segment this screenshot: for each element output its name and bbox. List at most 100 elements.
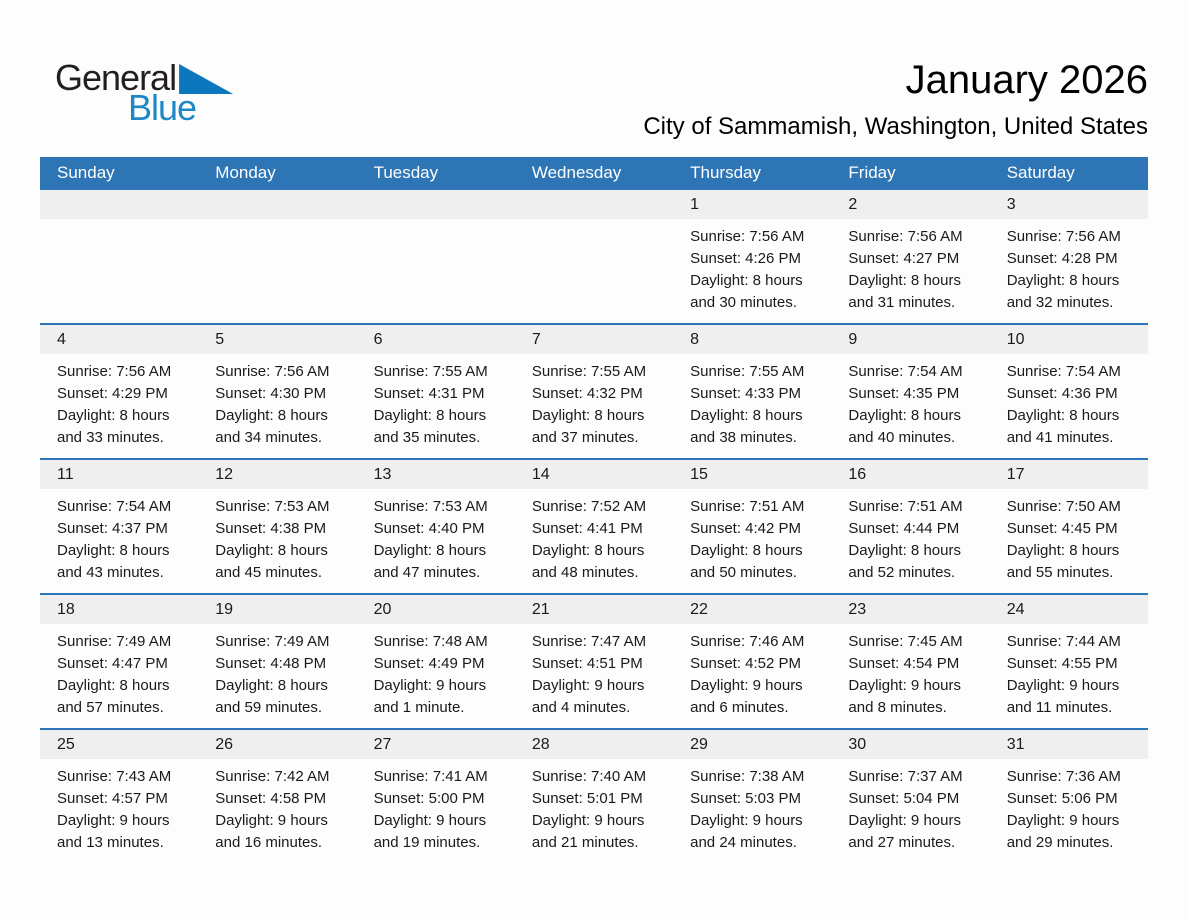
daylight-text-line2: and 1 minute. — [373, 699, 465, 716]
daylight-text-line2: and 37 minutes. — [531, 429, 639, 446]
day-info: Sunrise: 7:53 AM Sunset: 4:38 PM Dayligh… — [198, 489, 356, 584]
day-cell-30: 30 Sunrise: 7:37 AM Sunset: 5:04 PM Dayl… — [831, 730, 990, 863]
sunrise-text: Sunrise: 7:55 AM — [690, 363, 805, 380]
day-number: 20 — [356, 595, 515, 624]
day-info: Sunrise: 7:56 AM Sunset: 4:28 PM Dayligh… — [990, 219, 1148, 314]
day-number: 9 — [831, 325, 990, 354]
location-subtitle: City of Sammamish, Washington, United St… — [643, 113, 1148, 140]
day-cell-24: 24 Sunrise: 7:44 AM Sunset: 4:55 PM Dayl… — [989, 595, 1148, 728]
daylight-text-line1: Daylight: 8 hours — [373, 407, 487, 424]
logo-text-blue: Blue — [128, 87, 197, 128]
day-info: Sunrise: 7:55 AM Sunset: 4:32 PM Dayligh… — [515, 354, 673, 449]
day-number: 7 — [514, 325, 674, 354]
daylight-text-line1: Daylight: 8 hours — [690, 272, 803, 289]
weekday-header-tuesday: Tuesday — [373, 162, 439, 182]
daylight-text-line1: Daylight: 9 hours — [215, 812, 328, 829]
day-number: 14 — [514, 460, 674, 489]
sunset-text: Sunset: 4:48 PM — [215, 655, 327, 672]
sunrise-text: Sunrise: 7:53 AM — [215, 498, 330, 515]
day-cell-13: 13 Sunrise: 7:53 AM Sunset: 4:40 PM Dayl… — [356, 460, 515, 593]
sunrise-text: Sunrise: 7:43 AM — [57, 768, 172, 785]
day-cell-14: 14 Sunrise: 7:52 AM Sunset: 4:41 PM Dayl… — [514, 460, 674, 593]
day-number: 18 — [40, 595, 199, 624]
day-info: Sunrise: 7:40 AM Sunset: 5:01 PM Dayligh… — [515, 759, 673, 854]
day-number: 21 — [514, 595, 674, 624]
day-info: Sunrise: 7:50 AM Sunset: 4:45 PM Dayligh… — [990, 489, 1148, 584]
day-number: 17 — [989, 460, 1148, 489]
daylight-text-line1: Daylight: 8 hours — [57, 677, 170, 694]
weekday-header-sunday: Sunday — [57, 162, 115, 182]
week-row-1: 1 Sunrise: 7:56 AM Sunset: 4:26 PM Dayli… — [40, 188, 1148, 323]
daylight-text-line2: and 48 minutes. — [531, 564, 639, 581]
day-cell-25: 25 Sunrise: 7:43 AM Sunset: 4:57 PM Dayl… — [40, 730, 199, 863]
day-cell-31: 31 Sunrise: 7:36 AM Sunset: 5:06 PM Dayl… — [989, 730, 1148, 863]
day-number: 13 — [356, 460, 515, 489]
daylight-text-line1: Daylight: 8 hours — [848, 542, 961, 559]
daylight-text-line2: and 41 minutes. — [1006, 429, 1114, 446]
daylight-text-line1: Daylight: 9 hours — [373, 812, 487, 829]
daylight-text-line2: and 13 minutes. — [57, 834, 164, 851]
daylight-text-line1: Daylight: 8 hours — [531, 542, 645, 559]
day-cell-2: 2 Sunrise: 7:56 AM Sunset: 4:27 PM Dayli… — [831, 190, 990, 323]
sunset-text: Sunset: 4:44 PM — [848, 520, 960, 537]
day-info: Sunrise: 7:49 AM Sunset: 4:47 PM Dayligh… — [40, 624, 198, 719]
day-number: 5 — [198, 325, 357, 354]
day-info: Sunrise: 7:55 AM Sunset: 4:33 PM Dayligh… — [673, 354, 831, 449]
day-number: 30 — [831, 730, 990, 759]
sunset-text: Sunset: 4:29 PM — [57, 385, 168, 402]
day-cell-23: 23 Sunrise: 7:45 AM Sunset: 4:54 PM Dayl… — [831, 595, 990, 728]
day-number: 28 — [514, 730, 674, 759]
daylight-text-line1: Daylight: 8 hours — [215, 542, 328, 559]
day-cell-18: 18 Sunrise: 7:49 AM Sunset: 4:47 PM Dayl… — [40, 595, 199, 728]
daylight-text-line1: Daylight: 8 hours — [1006, 407, 1120, 424]
day-cell-7: 7 Sunrise: 7:55 AM Sunset: 4:32 PM Dayli… — [514, 325, 674, 458]
day-cell-12: 12 Sunrise: 7:53 AM Sunset: 4:38 PM Dayl… — [198, 460, 357, 593]
daylight-text-line1: Daylight: 9 hours — [1006, 677, 1120, 694]
sunset-text: Sunset: 4:26 PM — [690, 250, 802, 267]
weekday-header-wednesday: Wednesday — [531, 162, 622, 182]
sunrise-text: Sunrise: 7:56 AM — [848, 228, 963, 245]
day-number: 16 — [831, 460, 990, 489]
day-info: Sunrise: 7:56 AM Sunset: 4:30 PM Dayligh… — [198, 354, 356, 449]
weekday-header-friday: Friday — [848, 162, 896, 182]
day-info: Sunrise: 7:51 AM Sunset: 4:42 PM Dayligh… — [673, 489, 831, 584]
daylight-text-line1: Daylight: 9 hours — [57, 812, 170, 829]
sunset-text: Sunset: 4:47 PM — [57, 655, 168, 672]
day-number: 31 — [989, 730, 1148, 759]
daylight-text-line1: Daylight: 8 hours — [690, 542, 803, 559]
daylight-text-line2: and 32 minutes. — [1006, 294, 1114, 311]
daylight-text-line1: Daylight: 8 hours — [57, 542, 170, 559]
day-info: Sunrise: 7:38 AM Sunset: 5:03 PM Dayligh… — [673, 759, 831, 854]
day-info: Sunrise: 7:47 AM Sunset: 4:51 PM Dayligh… — [515, 624, 673, 719]
day-number: 11 — [40, 460, 199, 489]
daylight-text-line2: and 21 minutes. — [531, 834, 639, 851]
daylight-text-line2: and 30 minutes. — [690, 294, 797, 311]
day-info: Sunrise: 7:46 AM Sunset: 4:52 PM Dayligh… — [673, 624, 831, 719]
day-cell-8: 8 Sunrise: 7:55 AM Sunset: 4:33 PM Dayli… — [673, 325, 832, 458]
sunrise-text: Sunrise: 7:40 AM — [531, 768, 647, 785]
sunset-text: Sunset: 4:38 PM — [215, 520, 327, 537]
day-info: Sunrise: 7:51 AM Sunset: 4:44 PM Dayligh… — [831, 489, 989, 584]
sunset-text: Sunset: 4:51 PM — [531, 655, 643, 672]
daylight-text-line2: and 40 minutes. — [848, 429, 956, 446]
sunrise-text: Sunrise: 7:49 AM — [215, 633, 330, 650]
day-cell-1: 1 Sunrise: 7:56 AM Sunset: 4:26 PM Dayli… — [673, 190, 832, 323]
day-number: 4 — [40, 325, 199, 354]
day-info: Sunrise: 7:36 AM Sunset: 5:06 PM Dayligh… — [990, 759, 1148, 854]
logo-triangle-icon — [179, 64, 234, 94]
daylight-text-line2: and 19 minutes. — [373, 834, 481, 851]
day-cell-26: 26 Sunrise: 7:42 AM Sunset: 4:58 PM Dayl… — [198, 730, 357, 863]
day-info: Sunrise: 7:49 AM Sunset: 4:48 PM Dayligh… — [198, 624, 356, 719]
daylight-text-line1: Daylight: 9 hours — [373, 677, 487, 694]
sunrise-text: Sunrise: 7:48 AM — [373, 633, 488, 650]
day-info: Sunrise: 7:45 AM Sunset: 4:54 PM Dayligh… — [831, 624, 989, 719]
daylight-text-line2: and 52 minutes. — [848, 564, 956, 581]
sunset-text: Sunset: 4:41 PM — [531, 520, 643, 537]
day-number: 8 — [673, 325, 832, 354]
sunset-text: Sunset: 4:30 PM — [215, 385, 327, 402]
day-number — [514, 190, 674, 219]
sunrise-text: Sunrise: 7:51 AM — [690, 498, 805, 515]
day-cell-16: 16 Sunrise: 7:51 AM Sunset: 4:44 PM Dayl… — [831, 460, 990, 593]
day-number — [198, 190, 357, 219]
